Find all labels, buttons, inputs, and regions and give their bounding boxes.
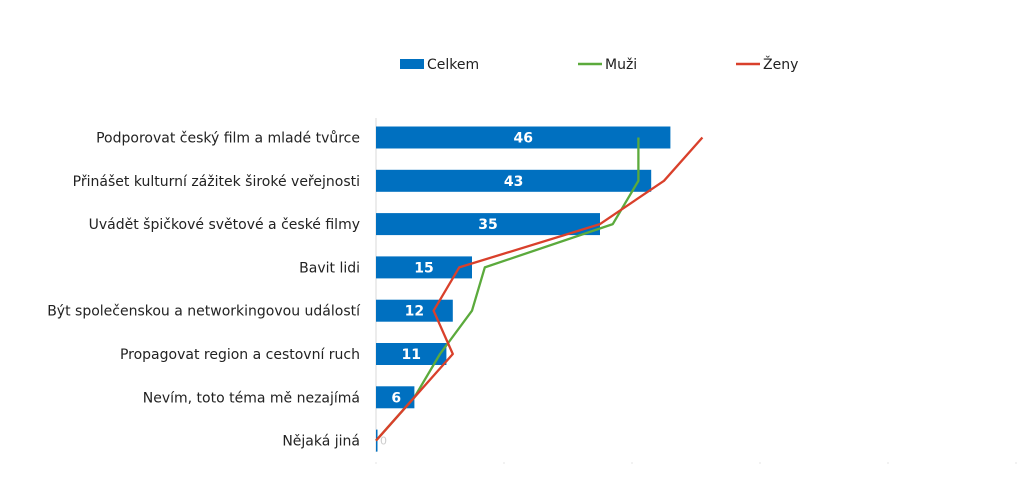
category-label: Propagovat region a cestovní ruch xyxy=(120,347,360,363)
data-label: 0 xyxy=(380,435,387,448)
legend-label-Muži: Muži xyxy=(605,57,637,73)
bar xyxy=(376,299,453,322)
line-Ženy xyxy=(375,136,704,442)
legend-swatch-Celkem xyxy=(400,59,424,69)
category-labels: Podporovat český film a mladé tvůrce Přin… xyxy=(47,131,361,450)
line-Muži xyxy=(375,137,640,442)
data-label: 6 xyxy=(391,390,401,406)
category-label: Nějaká jiná xyxy=(282,434,360,450)
bar xyxy=(376,386,415,409)
bar xyxy=(376,343,447,365)
bar xyxy=(376,126,671,149)
data-label: 43 xyxy=(504,174,523,190)
category-label: Přinášet kulturní zážitek široké veřejno… xyxy=(73,174,360,190)
data-label: 11 xyxy=(401,347,420,363)
bar-series xyxy=(376,126,671,452)
legend-label-Ženy: Ženy xyxy=(763,55,798,73)
bar xyxy=(376,256,472,279)
category-label: Bavit lidi xyxy=(299,260,360,276)
category-label: Uvádět špičkové světové a české filmy xyxy=(89,217,360,233)
category-label: Být společenskou a networkingovou událos… xyxy=(47,304,361,320)
bar xyxy=(376,213,600,236)
legend: Celkem Muži Ženy xyxy=(400,55,798,73)
legend-label-Celkem: Celkem xyxy=(427,57,479,73)
data-label: 46 xyxy=(513,131,532,147)
category-label: Nevím, toto téma mě nezajímá xyxy=(143,390,360,406)
category-label: Podporovat český film a mladé tvůrce xyxy=(96,131,360,147)
data-label: 15 xyxy=(414,260,433,276)
data-labels: 46 43 35 15 12 11 6 0 xyxy=(380,131,533,448)
data-label: 12 xyxy=(405,304,424,320)
line-series xyxy=(375,136,704,442)
bar xyxy=(376,169,652,192)
data-label: 35 xyxy=(478,217,497,233)
